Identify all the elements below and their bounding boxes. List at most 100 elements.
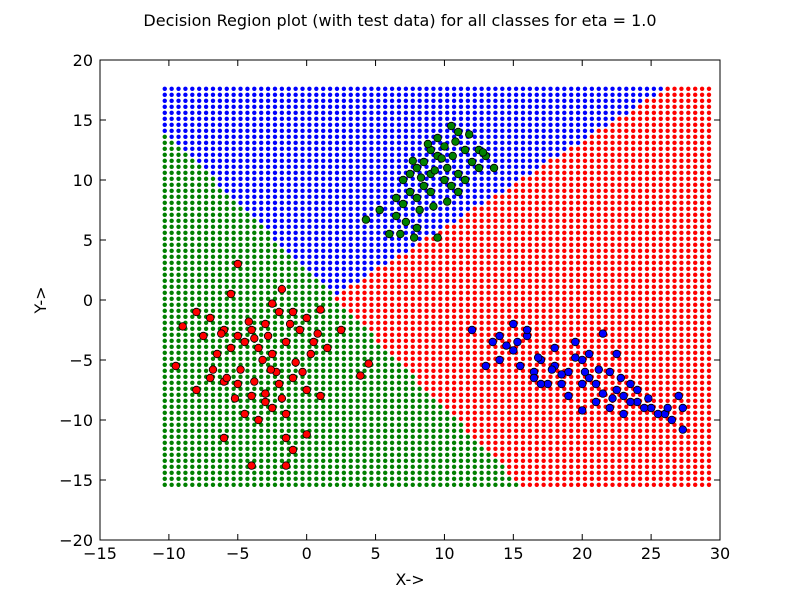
region-grid-point [658,236,663,241]
region-grid-point [217,278,223,283]
region-grid-point [341,176,347,181]
region-grid-point [224,128,229,133]
region-grid-point [582,236,588,241]
region-grid-point [334,350,340,355]
region-grid-point [383,320,388,325]
region-grid-point [169,152,174,157]
region-grid-point [355,218,360,223]
region-grid-point [197,206,202,211]
region-grid-point [293,290,298,295]
region-grid-point [314,146,319,151]
region-grid-point [176,290,181,295]
region-grid-point [169,134,174,139]
region-grid-point [355,212,360,217]
region-grid-point [286,134,291,139]
region-grid-point [176,380,181,385]
region-grid-point [644,110,650,116]
region-grid-point [651,476,657,481]
region-grid-point [651,350,657,355]
region-grid-point [644,104,650,110]
region-grid-point [396,122,402,128]
region-grid-point [403,308,409,313]
region-grid-point [582,338,588,343]
region-grid-point [637,320,643,325]
region-grid-point [438,392,443,397]
region-grid-point [445,422,450,427]
region-grid-point [389,152,395,157]
region-grid-point [369,104,374,110]
region-grid-point [637,266,643,271]
region-grid-point [410,212,415,217]
region-grid-point [396,374,402,379]
region-grid-point [300,458,305,463]
region-grid-point [500,182,505,187]
region-grid-point [465,464,471,469]
region-grid-point [603,248,608,253]
region-grid-point [479,368,484,373]
region-grid-point [162,134,167,139]
region-grid-point [596,92,601,98]
region-grid-point [245,104,250,110]
region-grid-point [279,422,285,427]
region-grid-point [183,374,188,379]
region-grid-point [286,314,291,319]
region-grid-point [486,434,491,439]
region-grid-point [334,458,340,463]
region-grid-point [603,260,608,265]
region-grid-point [500,194,505,199]
region-grid-point [631,284,636,289]
region-grid-point [465,284,471,289]
region-grid-point [644,326,650,331]
region-grid-point [389,224,395,229]
region-grid-point [624,368,629,373]
region-grid-point [500,164,505,169]
region-grid-point [575,122,581,128]
region-grid-point [217,470,223,475]
region-grid-point [279,482,285,487]
region-grid-point [431,110,436,116]
region-grid-point [272,218,278,223]
region-grid-point [327,236,333,241]
region-grid-point [472,272,477,277]
region-grid-point [596,410,601,415]
region-grid-point [458,110,464,116]
region-grid-point [438,182,443,187]
region-grid-point [582,122,588,128]
region-grid-point [362,128,367,133]
region-grid-point [383,134,388,139]
region-grid-point [624,122,629,128]
region-grid-point [210,224,216,229]
region-grid-point [314,128,319,133]
region-grid-point [513,104,519,110]
region-grid-point [286,194,291,199]
region-grid-point [383,308,388,313]
region-grid-point [637,356,643,361]
region-grid-point [341,230,347,235]
region-grid-point [334,152,340,157]
region-grid-point [451,446,457,451]
region-grid-point [631,458,636,463]
region-grid-point [203,470,209,475]
region-grid-point [265,266,271,271]
region-grid-point [314,374,319,379]
region-grid-point [348,110,353,116]
region-grid-point [582,152,588,157]
region-grid-point [569,332,574,337]
region-grid-point [252,368,257,373]
region-grid-point [321,86,326,92]
region-grid-point [562,152,567,157]
region-grid-point [658,242,663,247]
region-grid-point [362,344,367,349]
region-grid-point [162,236,167,241]
region-grid-point [210,458,216,463]
region-grid-point [520,350,526,355]
region-grid-point [465,386,471,391]
region-grid-point [651,92,657,98]
region-grid-point [520,356,526,361]
region-grid-point [513,116,519,122]
region-grid-point [396,278,402,283]
region-grid-point [300,128,305,133]
region-grid-point [562,350,567,355]
region-grid-point [493,302,498,307]
region-grid-point [307,374,312,379]
